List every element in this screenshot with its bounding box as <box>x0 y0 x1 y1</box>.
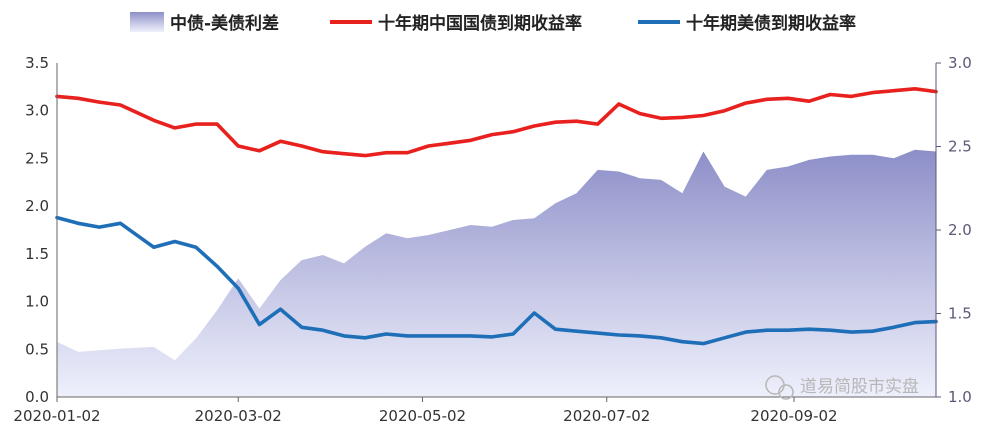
right-tick-label: 1.5 <box>948 305 972 323</box>
left-tick-label: 1.5 <box>25 245 49 263</box>
legend-swatch-spread <box>130 12 164 32</box>
right-tick-label: 2.0 <box>948 221 972 239</box>
right-tick-label: 3.0 <box>948 54 972 72</box>
right-tick-label: 1.0 <box>948 388 972 406</box>
x-tick-label: 2020-09-02 <box>750 407 837 425</box>
watermark-text: 道易简股市实盘 <box>800 377 919 397</box>
legend-label-spread: 中债-美债利差 <box>170 13 279 34</box>
left-tick-label: 0.5 <box>25 340 49 358</box>
line-layer <box>55 87 938 346</box>
legend: 中债-美债利差 十年期中国国债到期收益率 十年期美债到期收益率 <box>130 12 856 34</box>
x-tick-label: 2020-05-02 <box>379 407 466 425</box>
watermark: 道易简股市实盘 <box>765 375 919 400</box>
x-tick-label: 2020-07-02 <box>563 407 650 425</box>
left-tick-label: 3.0 <box>25 102 49 120</box>
left-tick-label: 2.5 <box>25 149 49 167</box>
x-tick-label: 2020-03-02 <box>195 407 282 425</box>
left-tick-label: 0.0 <box>25 388 49 406</box>
series-line-us-yield <box>55 215 938 346</box>
axis-layer: 0.0 0.5 1.0 1.5 2.0 2.5 3.0 3.5 1.0 1.5 2.0 2.5 3.0 2… <box>13 54 971 425</box>
left-tick-label: 1.0 <box>25 293 49 311</box>
x-tick-label: 2020-01-02 <box>13 407 100 425</box>
series-area-spread <box>57 149 936 397</box>
left-tick-label: 2.0 <box>25 197 49 215</box>
legend-label-us-yield: 十年期美债到期收益率 <box>686 13 856 34</box>
series-line-china-yield <box>55 87 938 158</box>
area-layer <box>57 149 936 397</box>
legend-label-china-yield: 十年期中国国债到期收益率 <box>378 13 582 34</box>
wechat-icon-small <box>778 384 794 400</box>
left-tick-label: 3.5 <box>25 54 49 72</box>
right-tick-label: 2.5 <box>948 138 972 156</box>
